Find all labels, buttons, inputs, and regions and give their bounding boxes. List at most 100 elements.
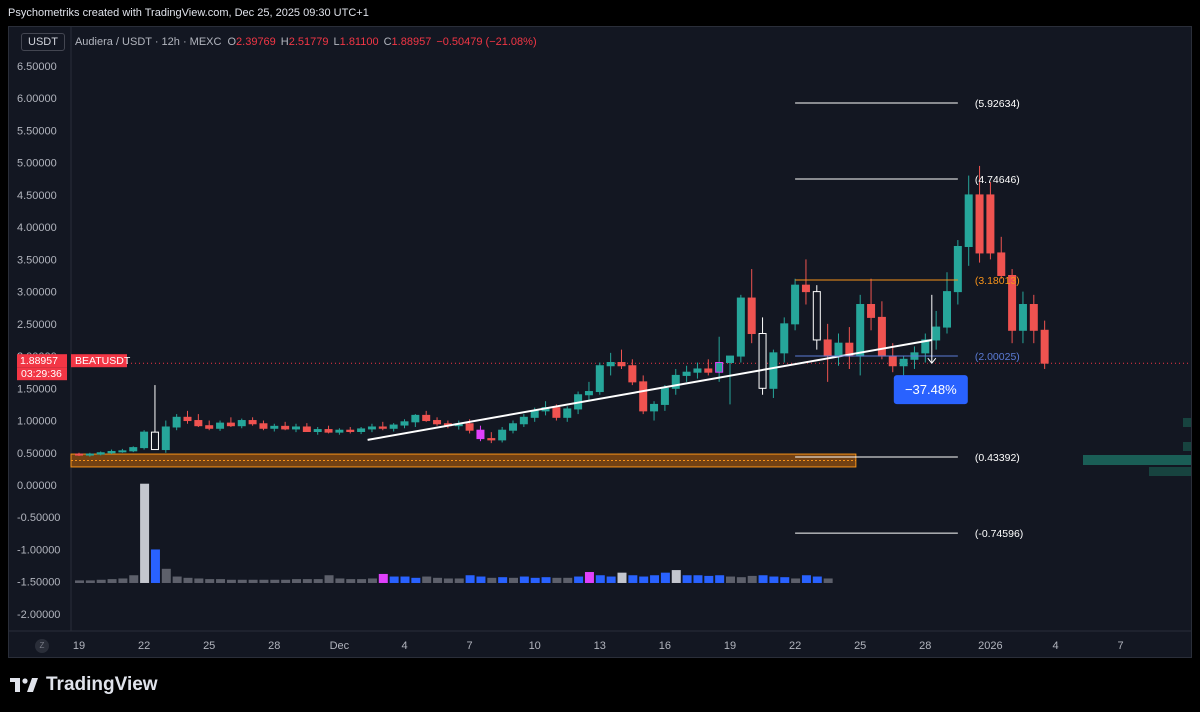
candle-body[interactable] bbox=[801, 284, 810, 293]
candle-body[interactable] bbox=[1008, 275, 1017, 331]
candle-body[interactable] bbox=[932, 326, 941, 341]
candle-body[interactable] bbox=[161, 426, 170, 451]
candle-body[interactable] bbox=[726, 355, 734, 364]
candle-body[interactable] bbox=[617, 362, 626, 367]
candle-body[interactable] bbox=[378, 426, 387, 429]
candle-body[interactable] bbox=[780, 323, 789, 354]
candle-body[interactable] bbox=[292, 426, 300, 430]
candle-body[interactable] bbox=[867, 304, 876, 318]
candle-body[interactable] bbox=[812, 291, 821, 341]
candle-body[interactable] bbox=[1018, 304, 1027, 331]
candle-body[interactable] bbox=[498, 429, 507, 441]
candle-body[interactable] bbox=[693, 368, 702, 373]
candle-body[interactable] bbox=[682, 371, 691, 376]
candle-body[interactable] bbox=[259, 423, 268, 429]
candle-body[interactable] bbox=[1029, 304, 1038, 331]
candle-body[interactable] bbox=[107, 450, 116, 454]
candle-body[interactable] bbox=[1040, 329, 1049, 364]
candle-body[interactable] bbox=[606, 362, 615, 367]
volume-bar bbox=[758, 575, 768, 583]
zoom-reset-button[interactable]: Z bbox=[35, 639, 49, 653]
candle-body[interactable] bbox=[856, 304, 865, 357]
candle-body[interactable] bbox=[660, 387, 669, 405]
candle-body[interactable] bbox=[281, 425, 290, 430]
candle-body[interactable] bbox=[313, 429, 322, 432]
candle-body[interactable] bbox=[476, 429, 485, 440]
candle-body[interactable] bbox=[921, 339, 930, 354]
candle-body[interactable] bbox=[85, 453, 94, 456]
candle-body[interactable] bbox=[75, 453, 83, 456]
candle-body[interactable] bbox=[422, 414, 431, 422]
candle-body[interactable] bbox=[899, 358, 908, 367]
candle-body[interactable] bbox=[519, 416, 528, 425]
candle-body[interactable] bbox=[465, 423, 474, 431]
candle-body[interactable] bbox=[953, 245, 962, 293]
candle-body[interactable] bbox=[346, 429, 355, 432]
candle-body[interactable] bbox=[302, 426, 311, 432]
candle-body[interactable] bbox=[530, 410, 539, 418]
candle-body[interactable] bbox=[357, 428, 366, 432]
candle-body[interactable] bbox=[487, 438, 496, 441]
volume-bar bbox=[530, 577, 540, 583]
volume-bar bbox=[335, 578, 345, 583]
candle-body[interactable] bbox=[205, 425, 214, 429]
candle-body[interactable] bbox=[943, 291, 951, 328]
x-axis-tick-label: 19 bbox=[724, 640, 736, 652]
candle-body[interactable] bbox=[324, 429, 333, 433]
candle-body[interactable] bbox=[639, 381, 648, 412]
high-label: H bbox=[280, 36, 289, 48]
price-chart[interactable]: 6.50000 6.00000 5.50000 5.00000 4.50000 4.000… bbox=[9, 27, 1191, 657]
candle-body[interactable] bbox=[433, 420, 442, 425]
candle-body[interactable] bbox=[216, 422, 225, 429]
candle-body[interactable] bbox=[747, 297, 756, 335]
candle-body[interactable] bbox=[140, 431, 149, 449]
candle-body[interactable] bbox=[834, 342, 843, 357]
candle-body[interactable] bbox=[704, 368, 713, 373]
candle-body[interactable] bbox=[736, 297, 745, 357]
candle-body[interactable] bbox=[791, 284, 800, 325]
candle-body[interactable] bbox=[509, 423, 517, 431]
candle-body[interactable] bbox=[194, 420, 203, 427]
candle-body[interactable] bbox=[118, 450, 127, 453]
candle-body[interactable] bbox=[986, 194, 995, 254]
candle-body[interactable] bbox=[671, 374, 680, 389]
candle-body[interactable] bbox=[335, 429, 344, 433]
volume-bar bbox=[129, 575, 139, 583]
tradingview-logo[interactable]: TradingView bbox=[10, 674, 158, 696]
candle-body[interactable] bbox=[270, 425, 279, 429]
candle-body[interactable] bbox=[758, 333, 767, 389]
candle-body[interactable] bbox=[226, 422, 235, 427]
candle-body[interactable] bbox=[584, 391, 593, 396]
candle-body[interactable] bbox=[367, 426, 376, 430]
candle-body[interactable] bbox=[877, 316, 886, 357]
candle-body[interactable] bbox=[411, 414, 420, 423]
candle-body[interactable] bbox=[150, 431, 159, 451]
candle-body[interactable] bbox=[650, 403, 659, 412]
candle-body[interactable] bbox=[96, 452, 105, 455]
volume-bar bbox=[812, 576, 822, 583]
candle-body[interactable] bbox=[389, 424, 398, 429]
candle-body[interactable] bbox=[715, 362, 724, 373]
trendline[interactable] bbox=[367, 338, 932, 441]
candle-body[interactable] bbox=[769, 352, 778, 389]
volume-bar bbox=[75, 580, 84, 583]
candle-body[interactable] bbox=[975, 194, 984, 254]
candle-body[interactable] bbox=[183, 416, 192, 422]
candle-body[interactable] bbox=[129, 447, 138, 452]
candle-body[interactable] bbox=[823, 339, 832, 357]
symbol-box[interactable]: USDT bbox=[21, 33, 65, 51]
volume-bar bbox=[747, 575, 757, 583]
candle-body[interactable] bbox=[628, 365, 637, 383]
candle-body[interactable] bbox=[888, 355, 897, 367]
candle-body[interactable] bbox=[997, 252, 1006, 276]
measure-badge[interactable] bbox=[893, 375, 968, 405]
candle-body[interactable] bbox=[563, 408, 572, 418]
chart-frame[interactable]: 6.50000 6.00000 5.50000 5.00000 4.50000 4.000… bbox=[8, 26, 1192, 658]
candle-body[interactable] bbox=[595, 365, 604, 393]
candle-body[interactable] bbox=[400, 421, 409, 426]
candle-body[interactable] bbox=[172, 416, 181, 428]
candle-body[interactable] bbox=[248, 420, 257, 425]
candle-body[interactable] bbox=[237, 420, 246, 427]
candle-body[interactable] bbox=[964, 194, 973, 247]
candle-body[interactable] bbox=[552, 407, 561, 418]
